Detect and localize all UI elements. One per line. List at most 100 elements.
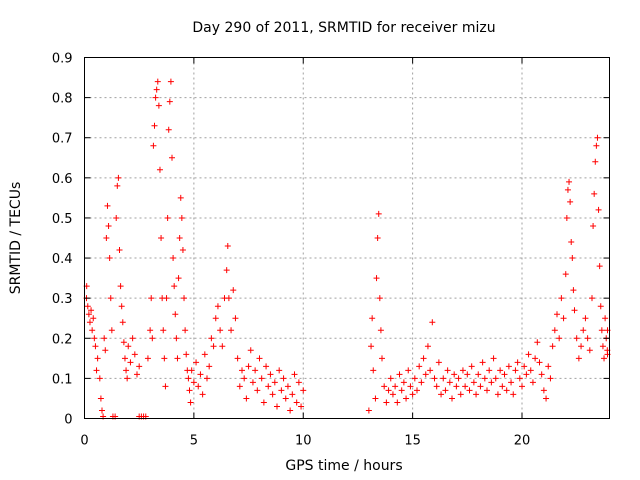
data-point <box>85 311 92 318</box>
data-point <box>165 126 172 133</box>
data-point <box>188 367 195 374</box>
data-point <box>186 387 193 394</box>
data-point <box>567 198 574 205</box>
data-point <box>179 247 186 254</box>
data-point <box>396 371 403 378</box>
data-point <box>162 383 169 390</box>
data-point <box>481 375 488 382</box>
data-point <box>99 407 105 414</box>
data-point <box>431 375 438 382</box>
x-tick-label: 0 <box>80 434 88 449</box>
data-point <box>278 387 285 394</box>
data-point <box>236 383 243 390</box>
data-point <box>282 395 289 402</box>
data-point <box>289 391 296 398</box>
data-point <box>153 86 160 93</box>
data-point <box>228 327 235 334</box>
data-point <box>466 387 473 394</box>
y-tick-labels: 0 0.1 0.2 0.3 0.4 0.5 0.6 0.7 0.8 0.9 <box>52 52 73 428</box>
data-point <box>134 371 140 378</box>
data-point <box>534 339 541 346</box>
data-point <box>103 235 110 241</box>
data-point <box>171 283 178 290</box>
data-point <box>599 343 606 350</box>
data-point <box>96 375 103 382</box>
data-point <box>252 367 259 374</box>
data-point <box>473 391 480 398</box>
data-point <box>379 355 385 362</box>
data-point <box>536 359 543 366</box>
data-point <box>116 247 123 254</box>
data-point <box>156 166 163 173</box>
data-point <box>105 222 112 229</box>
data-point <box>416 363 423 370</box>
data-point <box>459 367 466 374</box>
data-point <box>149 335 156 342</box>
data-point <box>181 295 188 302</box>
data-point <box>158 235 165 241</box>
data-point <box>92 343 99 350</box>
data-point <box>274 403 280 410</box>
data-point <box>174 355 181 362</box>
data-point <box>446 379 453 386</box>
data-point <box>239 367 245 374</box>
data-point <box>102 347 109 354</box>
data-point <box>602 315 609 322</box>
data-point <box>486 367 493 374</box>
data-point <box>254 387 261 394</box>
data-point <box>580 327 587 334</box>
data-point <box>150 142 157 149</box>
data-point <box>563 214 570 221</box>
data-point <box>94 355 101 362</box>
data-point <box>93 367 100 374</box>
data-point <box>178 214 185 221</box>
data-point <box>442 387 449 394</box>
data-point <box>529 379 536 386</box>
data-point <box>291 371 298 378</box>
data-point <box>414 387 420 394</box>
data-point <box>551 327 558 334</box>
data-point <box>206 363 213 370</box>
data-point <box>169 154 175 161</box>
data-point <box>121 355 128 362</box>
data-point <box>545 363 552 370</box>
data-point <box>373 275 380 282</box>
data-point <box>492 375 499 382</box>
data-point <box>438 391 445 398</box>
data-point <box>385 387 392 394</box>
y-tick-label: 0.9 <box>52 52 73 67</box>
data-point <box>185 375 192 382</box>
data-point <box>566 178 573 185</box>
y-tick-label: 0.4 <box>52 252 73 267</box>
data-point <box>113 214 120 221</box>
data-point <box>214 303 221 310</box>
data-point <box>549 343 556 350</box>
data-point <box>269 391 276 398</box>
data-point <box>147 327 154 334</box>
y-tick-label: 0.3 <box>52 292 73 307</box>
data-point <box>223 267 230 274</box>
data-point <box>197 371 204 378</box>
data-point <box>400 379 407 386</box>
data-point <box>125 343 132 350</box>
data-point <box>263 363 270 370</box>
data-point <box>468 363 475 370</box>
y-axis-title: SRMTID / TECUs <box>8 182 24 295</box>
data-point <box>187 399 194 406</box>
data-point <box>175 275 182 282</box>
data-point <box>538 371 545 378</box>
data-point <box>375 210 382 217</box>
y-tick-label: 0.8 <box>52 92 73 107</box>
data-point <box>591 190 598 197</box>
data-point <box>568 239 575 246</box>
data-point <box>411 375 418 382</box>
data-point <box>409 391 416 398</box>
data-point <box>176 235 183 241</box>
data-point <box>208 335 215 342</box>
data-point <box>508 379 515 386</box>
y-tick-label: 0.6 <box>52 172 73 187</box>
data-point <box>554 311 560 318</box>
axis-ticks <box>84 57 610 419</box>
data-point <box>499 383 506 390</box>
